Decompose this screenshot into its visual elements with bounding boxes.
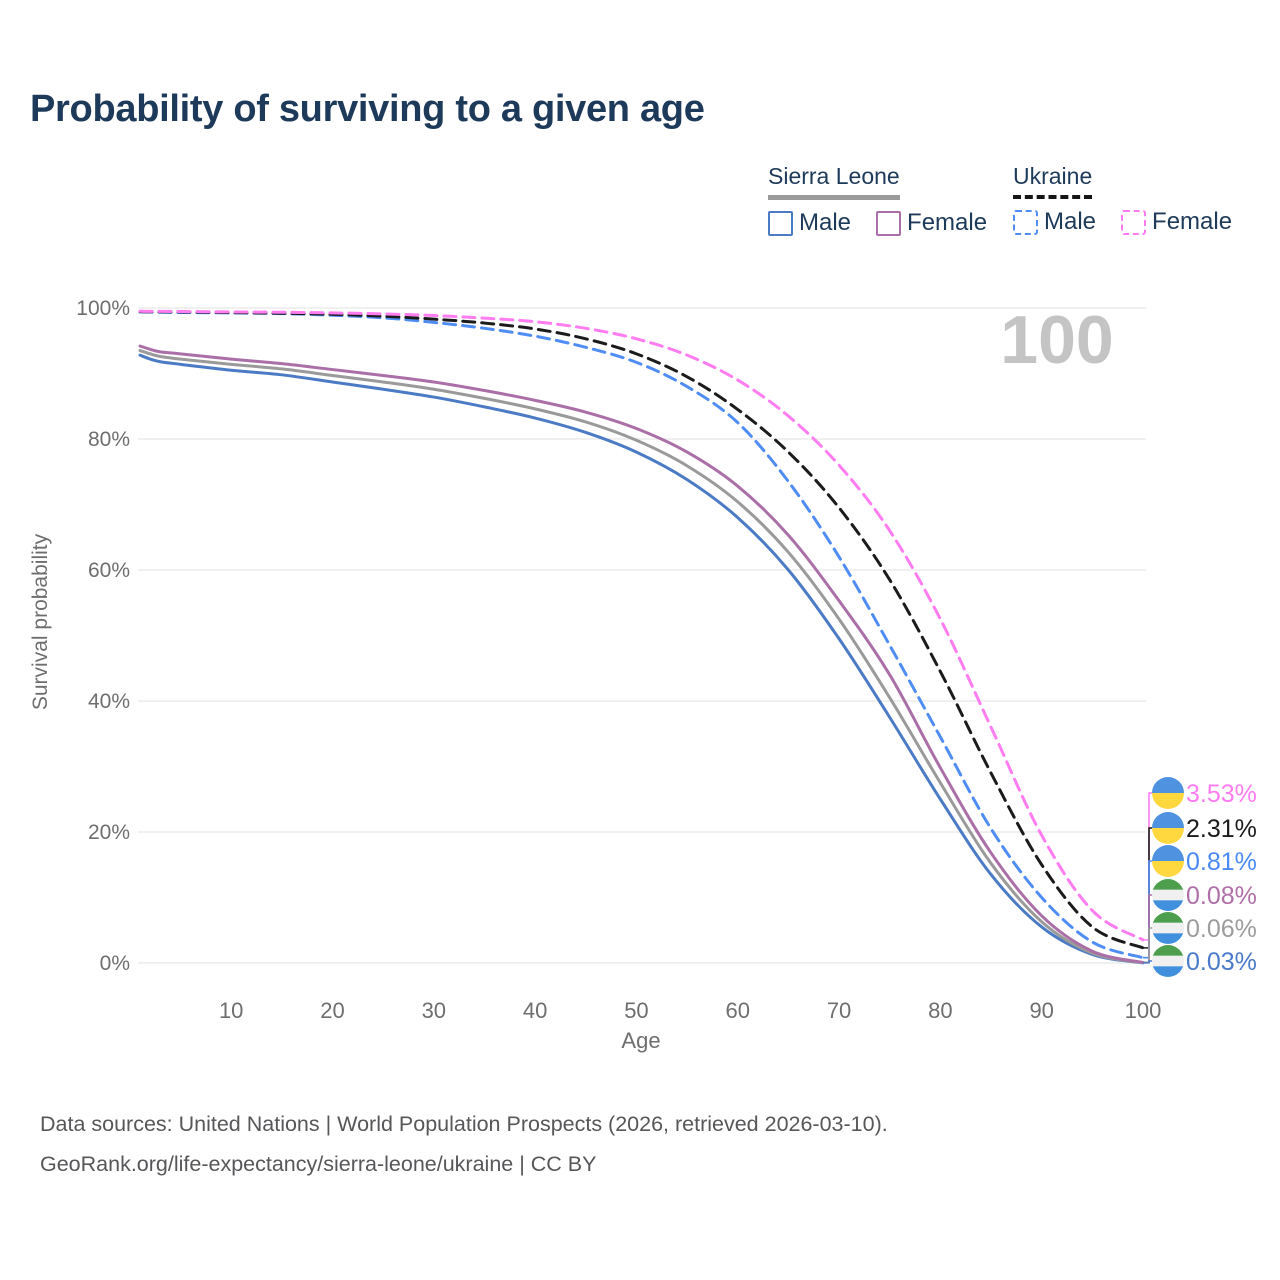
end-value-label: 0.08%	[1186, 882, 1257, 910]
flag-icon-ukraine	[1152, 812, 1184, 844]
x-axis-tick-label: 60	[726, 998, 750, 1023]
source-note: Data sources: United Nations | World Pop…	[40, 1104, 888, 1184]
age-counter-watermark: 100	[1000, 302, 1113, 378]
flag-icon-ukraine	[1152, 777, 1184, 809]
legend-item-sierra-leone-male[interactable]: Male	[768, 209, 851, 237]
x-axis-tick-label: 70	[827, 998, 851, 1023]
legend-label: Female	[907, 209, 988, 236]
x-axis-tick-label: 50	[624, 998, 648, 1023]
legend-swatch-ukraine-female	[1121, 209, 1147, 235]
source-line-2: GeoRank.org/life-expectancy/sierra-leone…	[40, 1152, 597, 1176]
y-axis-tick-label: 40%	[88, 690, 130, 713]
y-axis-tick-label: 80%	[88, 428, 130, 451]
end-label-connector	[1143, 827, 1153, 949]
legend-title-ukraine[interactable]: Ukraine	[1013, 163, 1093, 199]
series-line-ukraine-female[interactable]	[138, 309, 1145, 942]
flag-icon-sierra-leone	[1152, 912, 1184, 944]
flag-icon-sierra-leone	[1152, 879, 1184, 911]
flag-icon-sierra-leone	[1152, 945, 1184, 977]
end-value-label: 0.03%	[1186, 948, 1257, 976]
end-label-layer: 3.53% 2.31% 0.81% 0.08% 0.06% 0.03%	[1143, 777, 1257, 977]
end-label-connector	[1143, 860, 1153, 959]
y-axis-title: Survival probability	[29, 533, 52, 710]
end-value-label: 2.31%	[1186, 815, 1257, 843]
legend-group-ukraine: Ukraine Male Female	[1013, 163, 1232, 236]
flag-icon-ukraine	[1152, 845, 1184, 877]
legend-label: Male	[1044, 208, 1097, 235]
end-value-label: 3.53%	[1186, 780, 1257, 808]
x-axis-tick-label: 80	[928, 998, 952, 1023]
grid-layer: 0% 20% 40% 60% 80% 100% 10 20 30 40 50 60 70 80 90 100	[76, 297, 1161, 1023]
x-axis-tick-label: 30	[422, 998, 446, 1023]
y-axis-tick-label: 60%	[88, 559, 130, 582]
end-label-connector	[1143, 960, 1153, 964]
curve-layer	[138, 309, 1145, 965]
end-label-connector	[1143, 792, 1153, 941]
series-line-ukraine-both-sexes[interactable]	[138, 310, 1145, 950]
legend-swatch-ukraine-male	[1013, 209, 1038, 235]
legend-group-sierra-leone: Sierra Leone Male Female	[768, 163, 987, 237]
legend-swatch-sierra-leone-male	[768, 210, 793, 236]
legend-item-ukraine-female[interactable]: Female	[1121, 208, 1232, 236]
source-line-1: Data sources: United Nations | World Pop…	[40, 1112, 888, 1136]
series-line-ukraine-male[interactable]	[138, 310, 1145, 960]
end-value-label: 0.81%	[1186, 848, 1257, 876]
x-axis-tick-label: 90	[1029, 998, 1053, 1023]
legend-item-ukraine-male[interactable]: Male	[1013, 208, 1096, 236]
page-title: Probability of surviving to a given age	[30, 88, 705, 130]
x-axis-tick-label: 20	[320, 998, 344, 1023]
legend-swatch-sierra-leone-female	[876, 210, 902, 236]
series-line-sierra-leone-both-sexes[interactable]	[138, 349, 1145, 965]
legend-label: Male	[799, 209, 852, 236]
legend-title-sierra-leone[interactable]: Sierra Leone	[768, 163, 900, 200]
legend-item-sierra-leone-female[interactable]: Female	[876, 209, 987, 237]
x-axis-tick-label: 100	[1125, 998, 1162, 1023]
series-line-sierra-leone-female[interactable]	[138, 344, 1145, 964]
y-axis-tick-label: 20%	[88, 821, 130, 844]
legend-label: Female	[1152, 208, 1233, 235]
x-axis-title: Age	[621, 1028, 660, 1053]
x-axis-tick-label: 40	[523, 998, 547, 1023]
y-axis-tick-label: 100%	[76, 297, 130, 320]
end-value-label: 0.06%	[1186, 915, 1257, 943]
x-axis-tick-label: 10	[219, 998, 243, 1023]
series-line-sierra-leone-male[interactable]	[138, 353, 1145, 965]
y-axis-tick-label: 0%	[100, 952, 130, 975]
